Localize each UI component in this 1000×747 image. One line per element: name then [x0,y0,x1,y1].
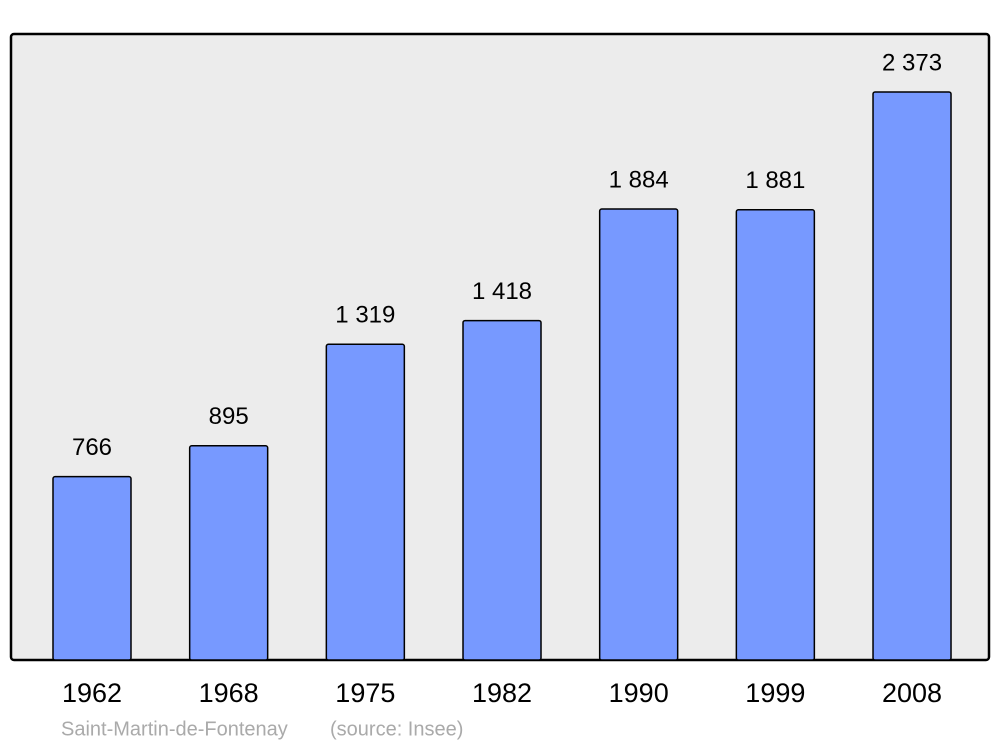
x-tick-label: 1990 [609,678,669,708]
x-tick-label: 1968 [199,678,259,708]
bar [735,209,816,661]
bar [52,475,132,661]
value-label: 2 373 [882,49,942,76]
x-tick-label: 2008 [882,678,942,708]
footer-place: Saint-Martin-de-Fontenay [61,718,288,740]
bar [462,319,542,661]
x-tick-label: 1962 [62,678,122,708]
x-tick-label: 1982 [472,678,532,708]
value-label: 1 418 [472,278,532,305]
footer-source: (source: Insee) [330,718,463,740]
x-tick-label: 1999 [745,678,805,708]
bar [872,91,952,661]
value-label: 766 [72,434,112,461]
value-label: 1 881 [745,167,805,194]
value-label: 1 319 [335,302,395,329]
bar [598,208,679,661]
bar [325,343,406,661]
bar [188,445,269,661]
x-tick-label: 1975 [335,678,395,708]
value-label: 1 884 [609,166,669,193]
value-label: 895 [209,403,249,430]
